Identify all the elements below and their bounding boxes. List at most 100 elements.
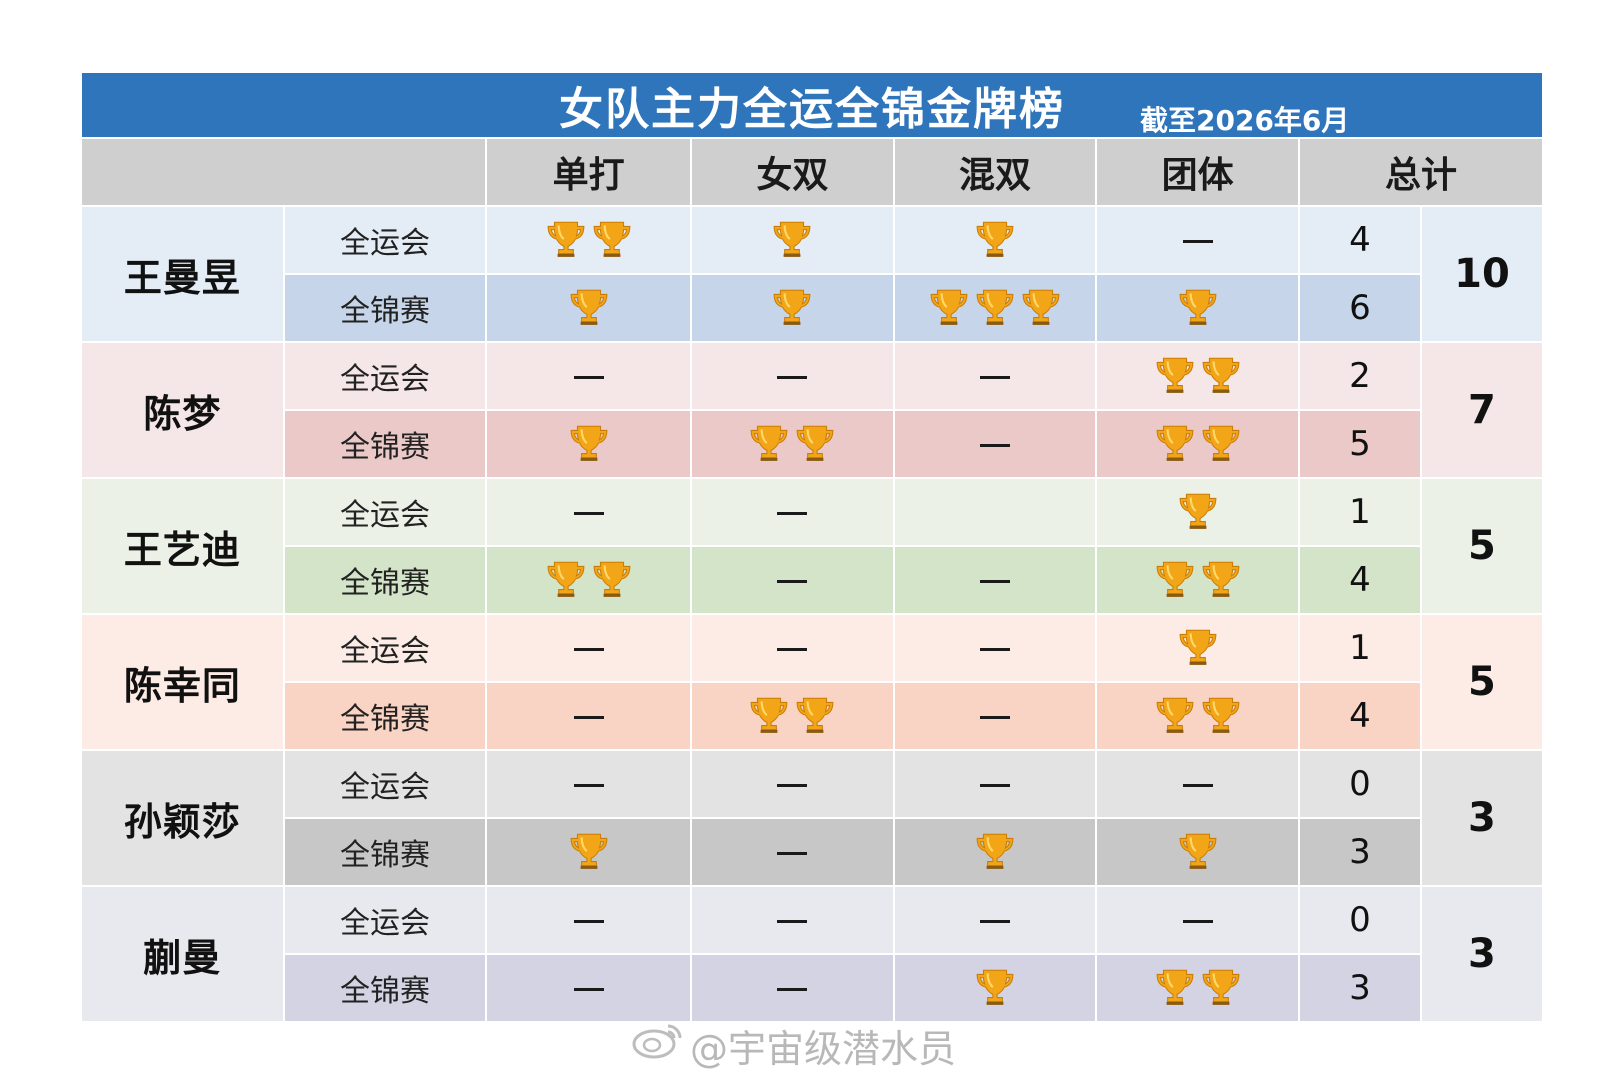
trophy-icon	[1202, 697, 1239, 733]
player-row: 全锦赛 3	[81, 817, 1543, 887]
singles-medals-cell	[485, 341, 692, 411]
no-medal-dash	[979, 579, 1010, 583]
trophy-icon	[547, 221, 585, 257]
event-name: 全锦赛	[282, 273, 488, 343]
no-medal-dash	[573, 715, 604, 719]
trophy-icon	[1179, 289, 1216, 325]
header-row: 单打 女双 混双 团体 总计	[79, 137, 1545, 207]
team-medals-cell	[1095, 477, 1300, 547]
team-medals-cell	[1095, 613, 1300, 683]
trophy-icon	[1202, 969, 1239, 1005]
doubles-medals-cell	[690, 749, 895, 819]
player-name: 王曼昱	[80, 205, 285, 343]
player-row: 全锦赛 3	[81, 953, 1543, 1023]
player-row: 全锦赛 4	[81, 545, 1543, 615]
trophy-group	[748, 693, 836, 735]
trophy-icon	[1156, 697, 1193, 733]
player-row: 孙颖莎 全运会 0 3	[80, 749, 1545, 887]
trophy-icon	[1156, 425, 1193, 461]
trophy-icon	[593, 561, 631, 597]
mixed-medals-cell	[892, 477, 1098, 547]
no-medal-dash	[777, 919, 808, 923]
doubles-medals-cell	[690, 273, 895, 343]
mixed-medals-cell	[892, 341, 1098, 411]
no-medal-dash	[979, 443, 1010, 447]
event-count: 2	[1297, 341, 1422, 411]
event-name: 全运会	[282, 205, 488, 275]
no-medal-dash	[777, 987, 808, 991]
player-total: 5	[1419, 613, 1545, 751]
header-team: 团体	[1095, 137, 1300, 207]
event-name: 全锦赛	[282, 545, 488, 615]
team-medals-cell	[1095, 273, 1300, 343]
trophy-icon	[570, 425, 608, 461]
singles-medals-cell	[485, 477, 692, 547]
trophy-group	[1154, 693, 1242, 735]
header-doubles: 女双	[690, 137, 895, 207]
trophy-icon	[1156, 357, 1193, 393]
singles-medals-cell	[485, 613, 692, 683]
trophy-icon	[1179, 493, 1216, 529]
singles-medals-cell	[485, 409, 692, 479]
no-medal-dash	[777, 579, 808, 583]
trophy-group	[1177, 829, 1219, 871]
trophy-group	[1177, 285, 1219, 327]
event-count: 1	[1297, 477, 1422, 547]
event-count: 3	[1297, 953, 1422, 1023]
team-medals-cell	[1095, 545, 1300, 615]
mixed-medals-cell	[892, 409, 1098, 479]
doubles-medals-cell	[690, 817, 895, 887]
event-count: 5	[1297, 409, 1422, 479]
player-name: 陈梦	[80, 341, 285, 479]
player-row: 全锦赛 5	[81, 409, 1543, 479]
trophy-icon	[750, 697, 788, 733]
event-name: 全运会	[282, 613, 488, 683]
trophy-group	[568, 285, 610, 327]
no-medal-dash	[979, 919, 1010, 923]
event-count: 0	[1297, 885, 1422, 955]
trophy-icon	[1179, 833, 1216, 869]
date-note: 截至2026年6月	[1140, 104, 1350, 137]
trophy-icon	[750, 425, 788, 461]
player-name: 蒯曼	[80, 885, 285, 1023]
trophy-group	[1177, 489, 1219, 531]
event-count: 4	[1297, 545, 1422, 615]
player-total: 7	[1419, 341, 1545, 479]
trophy-icon	[1202, 425, 1239, 461]
mixed-medals-cell	[892, 885, 1098, 955]
event-name: 全锦赛	[282, 681, 488, 751]
event-count: 1	[1297, 613, 1422, 683]
header-mixed: 混双	[892, 137, 1098, 207]
no-medal-dash	[979, 715, 1010, 719]
trophy-icon	[1022, 289, 1060, 325]
team-medals-cell	[1095, 409, 1300, 479]
header-singles: 单打	[485, 137, 692, 207]
no-medal-dash	[573, 919, 604, 923]
no-medal-dash	[1182, 783, 1213, 787]
event-name: 全运会	[282, 749, 488, 819]
medal-table: 女队主力全运全锦金牌榜 截至2026年6月 单打 女双 混双 团体 总计 王曼昱…	[79, 71, 1545, 1023]
trophy-icon	[570, 833, 608, 869]
trophy-group	[974, 965, 1016, 1007]
no-medal-dash	[1182, 239, 1213, 243]
trophy-icon	[773, 289, 811, 325]
trophy-group	[1154, 557, 1242, 599]
doubles-medals-cell	[690, 953, 895, 1023]
player-total: 10	[1419, 205, 1545, 343]
singles-medals-cell	[485, 885, 692, 955]
player-row: 全锦赛 4	[81, 681, 1543, 751]
singles-medals-cell	[485, 681, 692, 751]
weibo-logo-icon	[632, 1024, 682, 1059]
trophy-icon	[976, 969, 1014, 1005]
trophy-group	[1154, 421, 1242, 463]
trophy-group	[1177, 625, 1219, 667]
no-medal-dash	[979, 647, 1010, 651]
no-medal-dash	[573, 987, 604, 991]
event-name: 全锦赛	[282, 409, 488, 479]
trophy-group	[568, 421, 610, 463]
trophy-group	[568, 829, 610, 871]
trophy-icon	[796, 697, 834, 733]
no-medal-dash	[573, 375, 604, 379]
team-medals-cell	[1095, 681, 1300, 751]
